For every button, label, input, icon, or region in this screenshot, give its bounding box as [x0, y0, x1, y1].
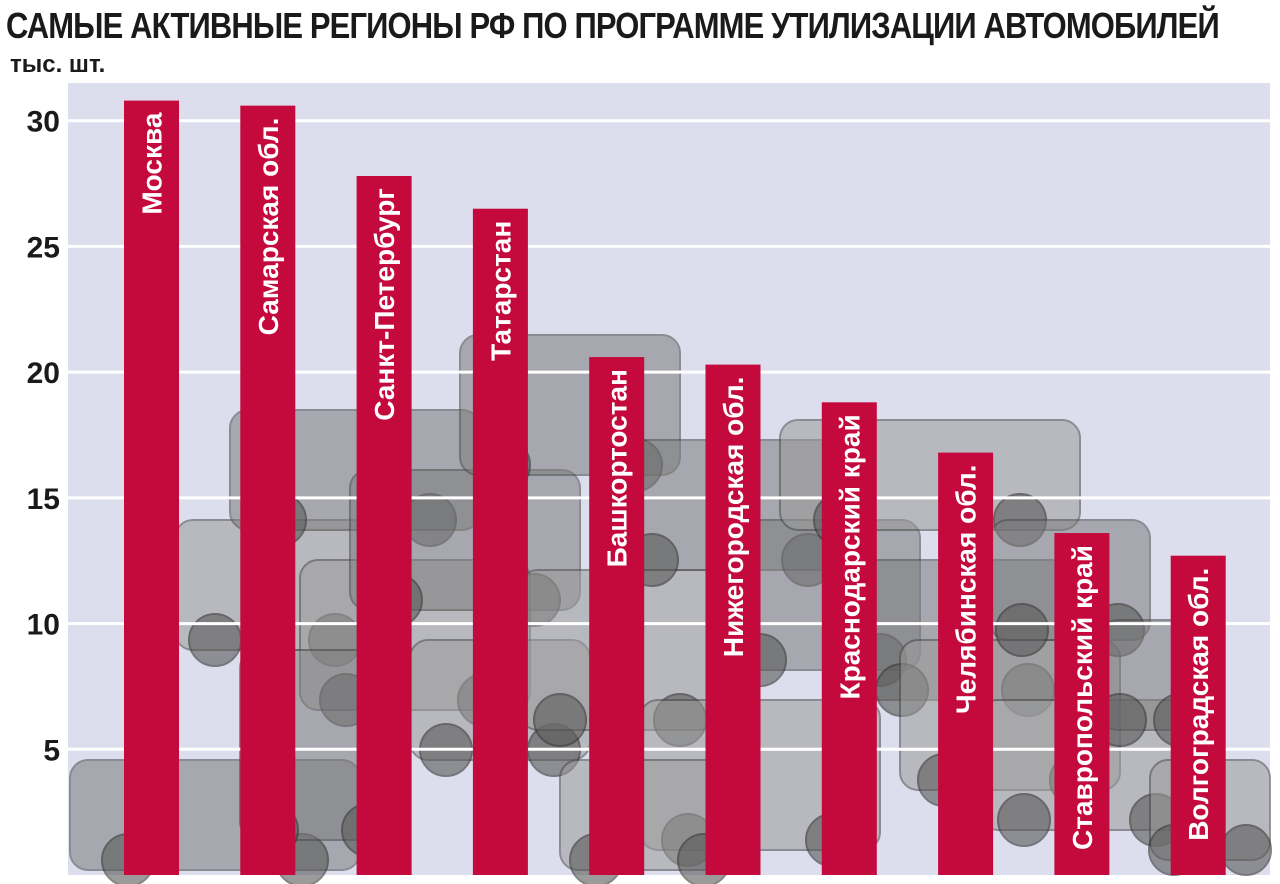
bar-label: Москва [137, 112, 168, 214]
bar [124, 100, 179, 876]
unit-label: тыс. шт. [10, 51, 106, 78]
bar-label: Татарстан [485, 221, 516, 361]
bar [1170, 555, 1226, 875]
car-wheel [1220, 824, 1272, 876]
bar-label: Волгоградская обл. [1183, 568, 1214, 841]
y-tick-label: 15 [27, 483, 60, 516]
car-wheel [997, 793, 1051, 847]
bar [705, 364, 761, 875]
bars: Москва Самарская обл. Санкт-Петербург Татар… [124, 100, 1226, 876]
bar-label: Санкт-Петербург [369, 188, 400, 421]
car-wheel [188, 613, 242, 667]
bar [472, 208, 528, 875]
y-axis-ticks: 5 10 15 20 25 30 [27, 106, 60, 768]
y-tick-label: 30 [27, 106, 60, 139]
bar-label: Башкортостан [602, 369, 633, 567]
bar [1054, 533, 1110, 875]
y-tick-label: 20 [27, 357, 60, 390]
chart-title: САМЫЕ АКТИВНЫЕ РЕГИОНЫ РФ ПО ПРОГРАММЕ У… [6, 5, 1220, 46]
bar-label: Ставропольский край [1067, 545, 1098, 850]
bar-label: Челябинская обл. [951, 465, 982, 714]
bar-label: Самарская обл. [253, 118, 284, 336]
bar [821, 402, 877, 875]
bar [589, 357, 645, 875]
bar-label: Нижегородская обл. [718, 377, 749, 658]
bar [240, 105, 296, 876]
bar [938, 452, 994, 875]
y-tick-label: 25 [27, 231, 60, 264]
bar-label: Краснодарский край [834, 414, 865, 699]
y-tick-label: 10 [27, 609, 60, 642]
car-wheel [995, 603, 1049, 657]
y-tick-label: 5 [43, 734, 60, 767]
car-wheel [533, 693, 587, 747]
bar [356, 176, 412, 875]
